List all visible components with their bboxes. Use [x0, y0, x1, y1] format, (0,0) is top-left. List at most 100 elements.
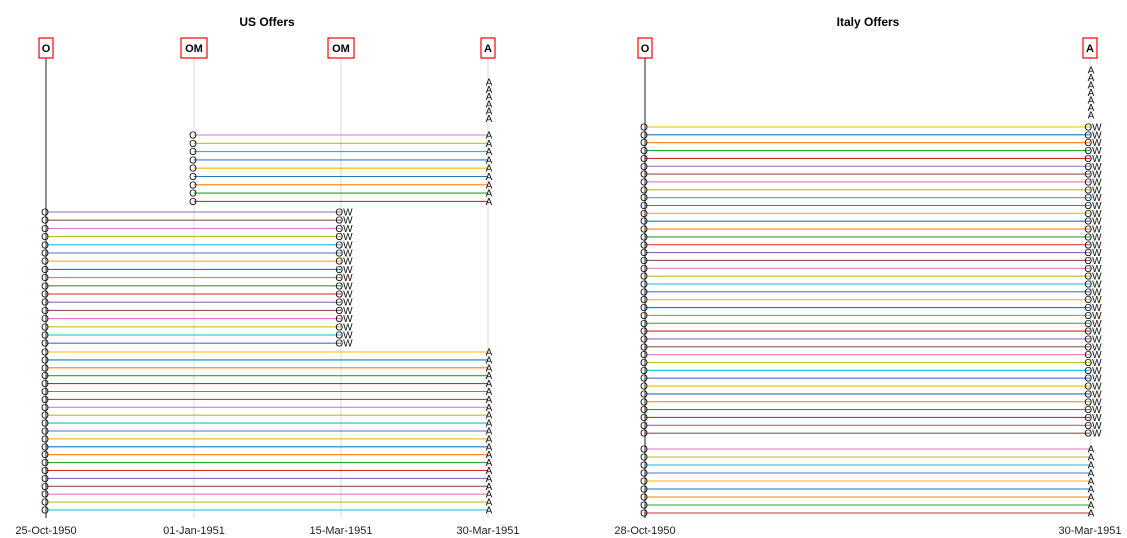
us-end-marker: A — [486, 78, 493, 89]
italy-start-marker: O — [640, 421, 648, 432]
us-start-marker: O — [41, 387, 49, 398]
italy-start-marker: O — [640, 201, 648, 212]
us-start-marker: O — [41, 331, 49, 342]
us-start-marker: O — [41, 427, 49, 438]
us-start-marker: O — [41, 379, 49, 390]
italy-end-marker: OW — [1084, 358, 1102, 369]
us-x-tick-1: 25-Oct-1950 — [15, 525, 76, 537]
us-end-marker: A — [486, 411, 493, 422]
us-end-marker: OW — [335, 265, 353, 276]
italy-start-marker: O — [640, 493, 648, 504]
italy-end-marker: OW — [1084, 272, 1102, 283]
italy-start-marker: O — [640, 264, 648, 275]
italy-end-marker: A — [1088, 469, 1095, 480]
italy-start-marker: O — [640, 366, 648, 377]
us-end-marker: OW — [335, 232, 353, 243]
italy-end-marker: OW — [1084, 146, 1102, 157]
us-start-marker: O — [41, 339, 49, 350]
italy-end-marker: A — [1088, 73, 1095, 84]
us-end-marker: A — [486, 474, 493, 485]
us-event-label: OM — [185, 43, 203, 55]
italy-start-marker: O — [640, 146, 648, 157]
us-start-marker: O — [41, 348, 49, 359]
italy-start-marker: O — [640, 209, 648, 220]
italy-start-marker: O — [640, 382, 648, 393]
us-end-marker: OW — [335, 314, 353, 325]
us-start-marker: O — [189, 189, 197, 200]
us-end-marker: A — [486, 506, 493, 517]
us-end-marker: A — [486, 371, 493, 382]
italy-end-marker: A — [1088, 477, 1095, 488]
us-start-marker: O — [41, 240, 49, 251]
italy-end-marker: OW — [1084, 201, 1102, 212]
us-start-marker: O — [41, 314, 49, 325]
us-end-marker: A — [486, 114, 493, 125]
us-start-marker: O — [41, 298, 49, 309]
us-end-marker: A — [486, 434, 493, 445]
italy-end-marker: OW — [1084, 311, 1102, 322]
us-end-marker: A — [486, 92, 493, 103]
us-end-marker: A — [486, 466, 493, 477]
us-start-marker: O — [41, 411, 49, 422]
italy-start-marker: O — [640, 350, 648, 361]
us-start-marker: O — [41, 371, 49, 382]
italy-start-marker: O — [640, 389, 648, 400]
italy-end-marker: OW — [1084, 295, 1102, 306]
us-start-marker: O — [41, 442, 49, 453]
italy-x-tick-1: 28-Oct-1950 — [614, 525, 675, 537]
italy-start-marker: O — [640, 501, 648, 512]
us-end-marker: A — [486, 85, 493, 96]
italy-start-marker: O — [640, 453, 648, 464]
us-start-marker: O — [41, 273, 49, 284]
us-start-marker: O — [189, 197, 197, 208]
italy-end-marker: OW — [1084, 382, 1102, 393]
us-start-marker: O — [41, 249, 49, 260]
italy-end-marker: OW — [1084, 130, 1102, 141]
italy-end-marker: A — [1088, 493, 1095, 504]
us-end-marker: A — [486, 107, 493, 118]
italy-end-marker: OW — [1084, 232, 1102, 243]
us-start-marker: O — [189, 164, 197, 175]
italy-end-marker: OW — [1084, 177, 1102, 188]
italy-end-marker: OW — [1084, 193, 1102, 204]
italy-start-marker: O — [640, 327, 648, 338]
italy-end-marker: A — [1088, 509, 1095, 520]
italy-end-marker: A — [1088, 453, 1095, 464]
us-offers-panel: US Offers 25-Oct-1950 01-Jan-1951 15-Mar… — [15, 15, 519, 537]
us-start-marker: O — [41, 474, 49, 485]
italy-end-marker: A — [1088, 485, 1095, 496]
us-end-marker: A — [486, 180, 493, 191]
italy-start-marker: O — [640, 469, 648, 480]
us-end-marker: A — [486, 387, 493, 398]
italy-start-marker: O — [640, 405, 648, 416]
us-offers-title: US Offers — [239, 15, 295, 29]
italy-start-marker: O — [640, 477, 648, 488]
italy-end-marker: OW — [1084, 405, 1102, 416]
us-start-marker: O — [41, 466, 49, 477]
italy-start-marker: O — [640, 177, 648, 188]
us-end-marker: A — [486, 379, 493, 390]
us-start-marker: O — [41, 395, 49, 406]
us-start-marker: O — [189, 131, 197, 142]
italy-end-marker: A — [1088, 445, 1095, 456]
us-start-marker: O — [41, 290, 49, 301]
italy-end-marker: OW — [1084, 413, 1102, 424]
italy-end-marker: A — [1088, 88, 1095, 99]
italy-start-marker: O — [640, 123, 648, 134]
italy-end-marker: OW — [1084, 334, 1102, 345]
italy-end-marker: OW — [1084, 366, 1102, 377]
italy-start-marker: O — [640, 232, 648, 243]
us-start-marker: O — [41, 265, 49, 276]
us-end-marker: A — [486, 172, 493, 183]
italy-end-marker: A — [1088, 66, 1095, 77]
italy-start-marker: O — [640, 248, 648, 259]
italy-start-marker: O — [640, 154, 648, 165]
italy-end-marker: OW — [1084, 248, 1102, 259]
us-end-marker: OW — [335, 306, 353, 317]
italy-start-marker: O — [640, 170, 648, 181]
italy-offers-panel: Italy Offers 28-Oct-1950 30-Mar-1951 — [614, 15, 1121, 537]
us-end-marker: A — [486, 99, 493, 110]
us-start-marker: O — [41, 458, 49, 469]
